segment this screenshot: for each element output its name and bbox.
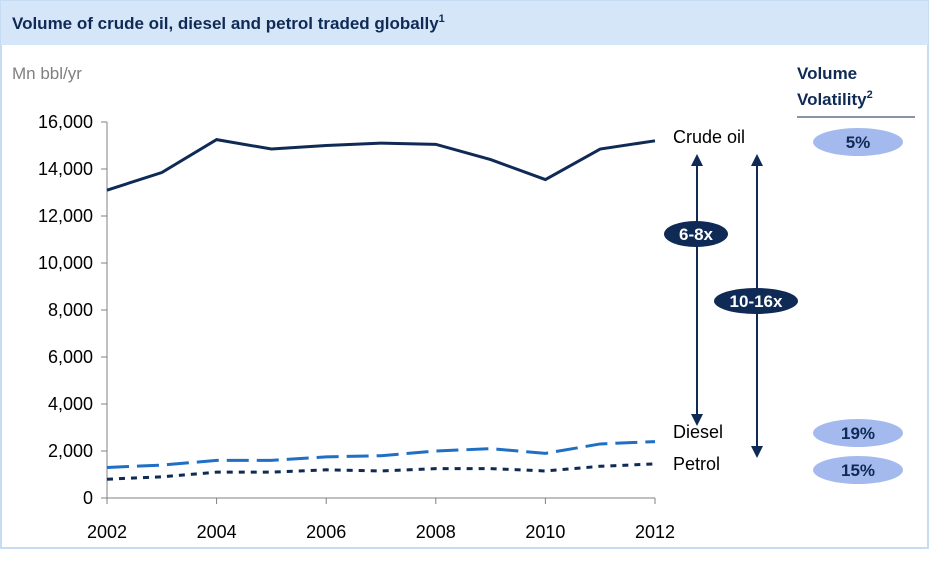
y-axis-label: Mn bbl/yr [12, 64, 82, 83]
annotation: 10-16x [730, 292, 783, 311]
volatility-oval [813, 456, 903, 484]
y-tick-label: 8,000 [48, 300, 93, 320]
y-tick-label: 14,000 [38, 159, 93, 179]
volatility-header: Volume [797, 64, 857, 83]
x-tick-label: 2012 [635, 522, 675, 542]
x-tick-label: 2008 [416, 522, 456, 542]
title-text: Volume of crude oil, diesel and petrol t… [12, 14, 439, 33]
y-tick-label: 10,000 [38, 253, 93, 273]
volatility-label: 19% [841, 424, 875, 443]
y-tick-label: 16,000 [38, 112, 93, 132]
series-line [106, 462, 656, 481]
header-band [1, 1, 928, 45]
annotation-oval [714, 288, 798, 314]
title-footnote: 1 [439, 13, 445, 25]
series-label: Petrol [673, 454, 720, 474]
annotation: 6-8x [679, 225, 714, 244]
y-tick-label: 12,000 [38, 206, 93, 226]
volatility-footnote: 2 [867, 89, 873, 101]
volatility-header-text: Volatility [797, 90, 867, 109]
volatility-header: Volatility2 [797, 89, 873, 109]
volatility-label: 5% [846, 133, 871, 152]
series-label: Diesel [673, 422, 723, 442]
x-tick-label: 2006 [306, 522, 346, 542]
chart-title: Volume of crude oil, diesel and petrol t… [12, 13, 445, 33]
x-tick-label: 2004 [197, 522, 237, 542]
y-tick-label: 0 [83, 488, 93, 508]
x-tick-label: 2010 [525, 522, 565, 542]
series-line [106, 138, 656, 192]
series-line [106, 440, 656, 469]
volatility-oval [813, 419, 903, 447]
y-tick-label: 2,000 [48, 441, 93, 461]
volatility-oval [813, 128, 903, 156]
frame [0, 0, 929, 549]
y-tick-label: 4,000 [48, 394, 93, 414]
volatility-label: 15% [841, 461, 875, 480]
series-label: Crude oil [673, 127, 745, 147]
annotation-oval [664, 221, 728, 247]
y-tick-label: 6,000 [48, 347, 93, 367]
x-tick-label: 2002 [87, 522, 127, 542]
